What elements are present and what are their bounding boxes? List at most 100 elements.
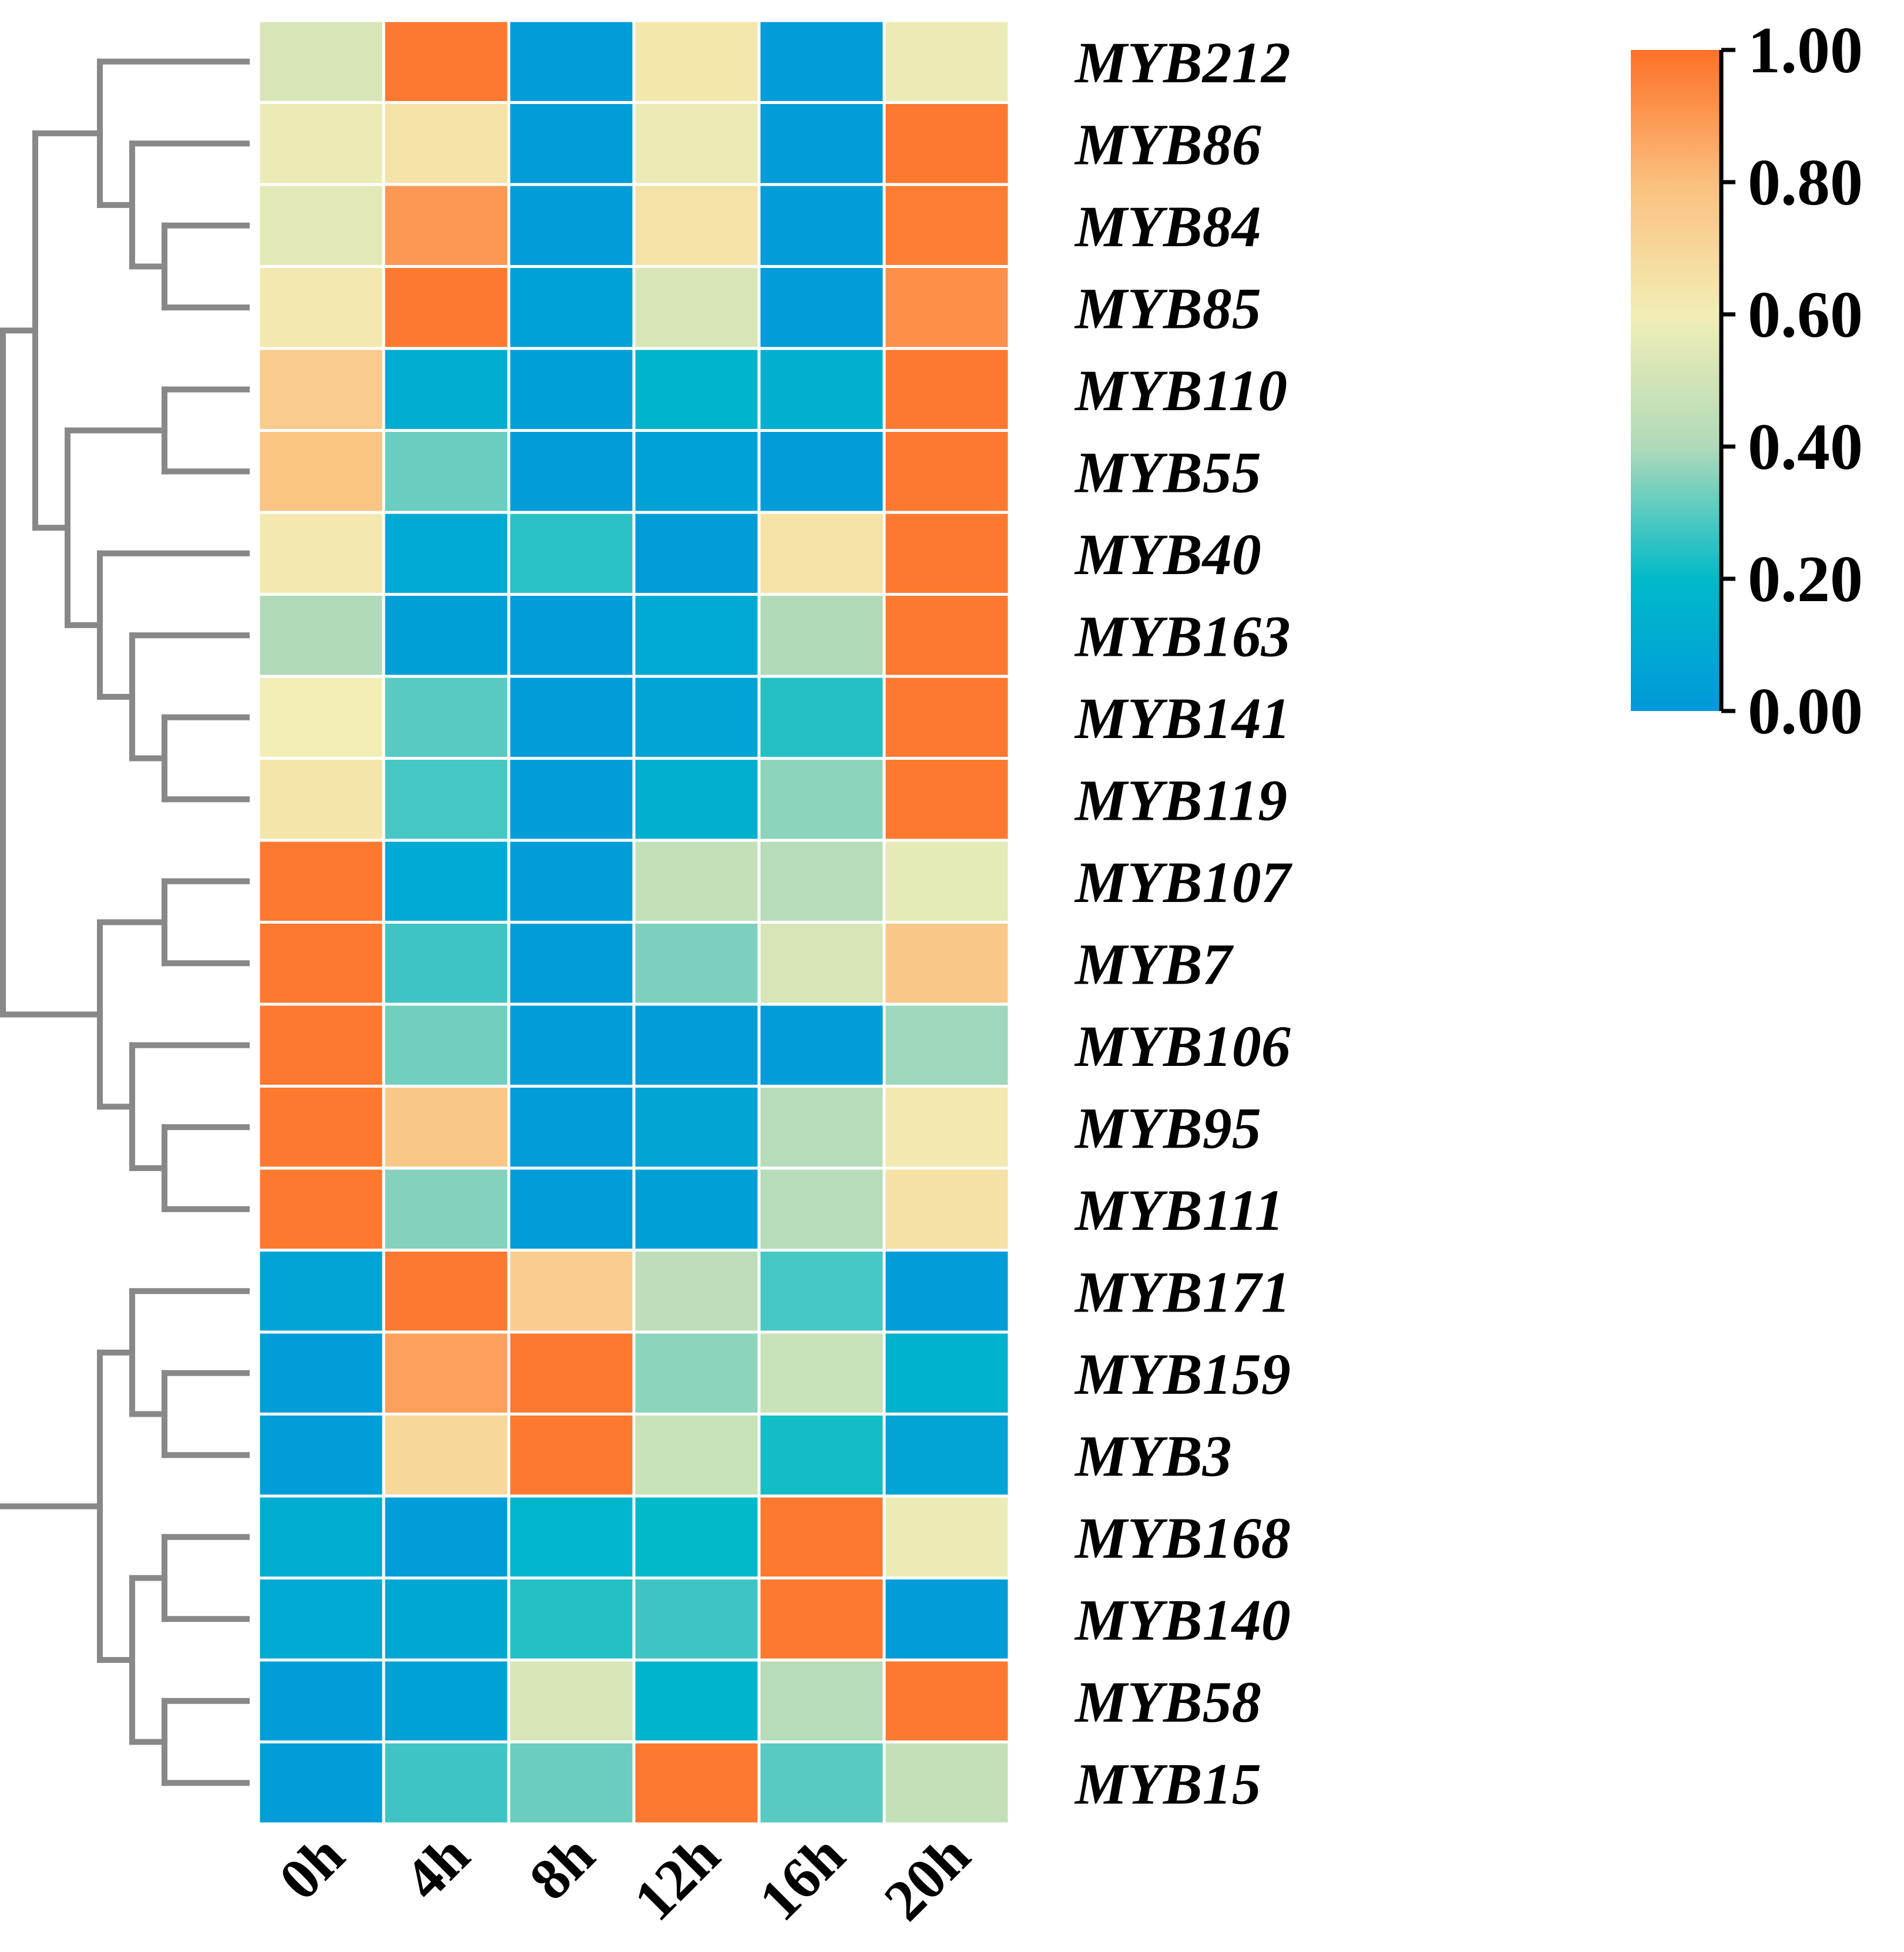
heatmap-cell	[632, 183, 761, 268]
heatmap-cell	[632, 675, 761, 760]
colorbar-ticks: 0.00 0.20 0.40 0.60 0.80 1.00	[1721, 14, 1863, 748]
heatmap-cell	[507, 921, 636, 1006]
colorbar-gradient	[1631, 50, 1720, 711]
heatmap-cell	[507, 429, 636, 514]
heatmap-cell	[632, 1330, 761, 1416]
heatmap-cell	[757, 101, 886, 186]
heatmap-cell	[882, 1002, 1011, 1088]
heatmap-cell	[757, 1085, 886, 1170]
row-label: MYB159	[1074, 1341, 1291, 1407]
heatmap-cell	[507, 511, 636, 596]
heatmap-cell	[257, 101, 385, 186]
heatmap-cell	[257, 347, 385, 432]
heatmap-cell	[882, 839, 1011, 924]
heatmap-cell	[882, 183, 1011, 268]
heatmap-cell	[757, 347, 886, 432]
heatmap-cell	[382, 183, 511, 268]
heatmap-cell	[757, 511, 886, 596]
heatmap-cell	[257, 511, 385, 596]
heatmap-cell	[632, 1249, 761, 1334]
heatmap-cell	[382, 1577, 511, 1662]
heatmap-cell	[507, 757, 636, 842]
row-label: MYB58	[1074, 1669, 1261, 1735]
heatmap-cell	[632, 1413, 761, 1498]
heatmap-cell	[757, 429, 886, 514]
row-label: MYB15	[1074, 1751, 1261, 1816]
row-label: MYB163	[1074, 603, 1291, 669]
heatmap-cell	[257, 429, 385, 514]
heatmap-cell	[382, 265, 511, 350]
colorbar: 0.00 0.20 0.40 0.60 0.80 1.00	[1631, 14, 1863, 748]
heatmap-cell	[257, 1002, 385, 1088]
heatmap-cell	[632, 1740, 761, 1826]
heatmap-cell	[632, 1658, 761, 1743]
colorbar-tick-label: 0.80	[1748, 146, 1863, 219]
row-label: MYB107	[1074, 850, 1293, 915]
heatmap-cell	[382, 511, 511, 596]
heatmap-cell	[507, 593, 636, 678]
heatmap-cell	[382, 1658, 511, 1743]
row-label: MYB40	[1074, 522, 1261, 587]
heatmap-cell	[757, 183, 886, 268]
heatmap-cell	[507, 1002, 636, 1088]
heatmap-cell	[632, 593, 761, 678]
heatmap-cell	[382, 1740, 511, 1826]
heatmap-cell	[382, 1330, 511, 1416]
row-label: MYB212	[1074, 30, 1291, 95]
heatmap-cell	[507, 1166, 636, 1252]
heatmap-cell	[507, 1330, 636, 1416]
heatmap-cell	[632, 1085, 761, 1170]
colorbar-tick-label: 0.20	[1748, 543, 1863, 616]
heatmap-cell	[382, 921, 511, 1006]
heatmap-cell	[382, 1249, 511, 1334]
heatmap-cell	[882, 1330, 1011, 1416]
heatmap-cell	[882, 757, 1011, 842]
row-label: MYB106	[1074, 1014, 1291, 1079]
colorbar-tick-label: 1.00	[1748, 14, 1863, 87]
row-labels: MYB212 MYB86 MYB84 MYB85 MYB110 MYB55 MYB40 MYB…	[1074, 30, 1293, 1817]
column-labels: 0h 4h 8h 12h 16h 20h	[267, 1822, 982, 1933]
heatmap-cell	[757, 1249, 886, 1334]
heatmap-cell	[257, 265, 385, 350]
heatmap-cell	[757, 1577, 886, 1662]
row-label: MYB55	[1074, 440, 1261, 505]
row-label: MYB86	[1074, 112, 1261, 177]
column-label: 16h	[747, 1822, 858, 1933]
heatmap-cell	[507, 1740, 636, 1826]
heatmap-cell	[382, 839, 511, 924]
colorbar-tick-label: 0.60	[1748, 279, 1863, 351]
heatmap-cell	[757, 921, 886, 1006]
heatmap-cell	[257, 1330, 385, 1416]
heatmap-cell	[382, 757, 511, 842]
row-label: MYB95	[1074, 1095, 1261, 1161]
column-label: 0h	[267, 1822, 357, 1912]
heatmap-cell	[882, 1740, 1011, 1826]
heatmap-cell	[382, 101, 511, 186]
heatmap-cell	[507, 1085, 636, 1170]
heatmap-cell	[757, 1330, 886, 1416]
row-label: MYB141	[1074, 686, 1291, 751]
row-label: MYB168	[1074, 1505, 1291, 1571]
heatmap-cell	[632, 429, 761, 514]
heatmap-cell	[757, 1413, 886, 1498]
heatmap-cell	[882, 511, 1011, 596]
heatmap-cell	[382, 1413, 511, 1498]
heatmap-cell	[632, 921, 761, 1006]
row-label: MYB7	[1074, 931, 1234, 997]
heatmap-cell	[382, 1085, 511, 1170]
heatmap-cell	[882, 1494, 1011, 1579]
heatmap-cell	[757, 757, 886, 842]
heatmap-cell	[257, 921, 385, 1006]
heatmap-cell	[257, 675, 385, 760]
row-label: MYB84	[1074, 194, 1261, 259]
heatmap-cell	[257, 1085, 385, 1170]
heatmap-cell	[882, 429, 1011, 514]
heatmap-cell	[257, 593, 385, 678]
heatmap-cell	[632, 1002, 761, 1088]
heatmap-cell	[632, 1494, 761, 1579]
heatmap-cell	[382, 19, 511, 104]
heatmap-cell	[257, 1166, 385, 1252]
row-label: MYB110	[1074, 358, 1287, 423]
row-label: MYB119	[1074, 767, 1287, 833]
heatmap-cell	[507, 675, 636, 760]
